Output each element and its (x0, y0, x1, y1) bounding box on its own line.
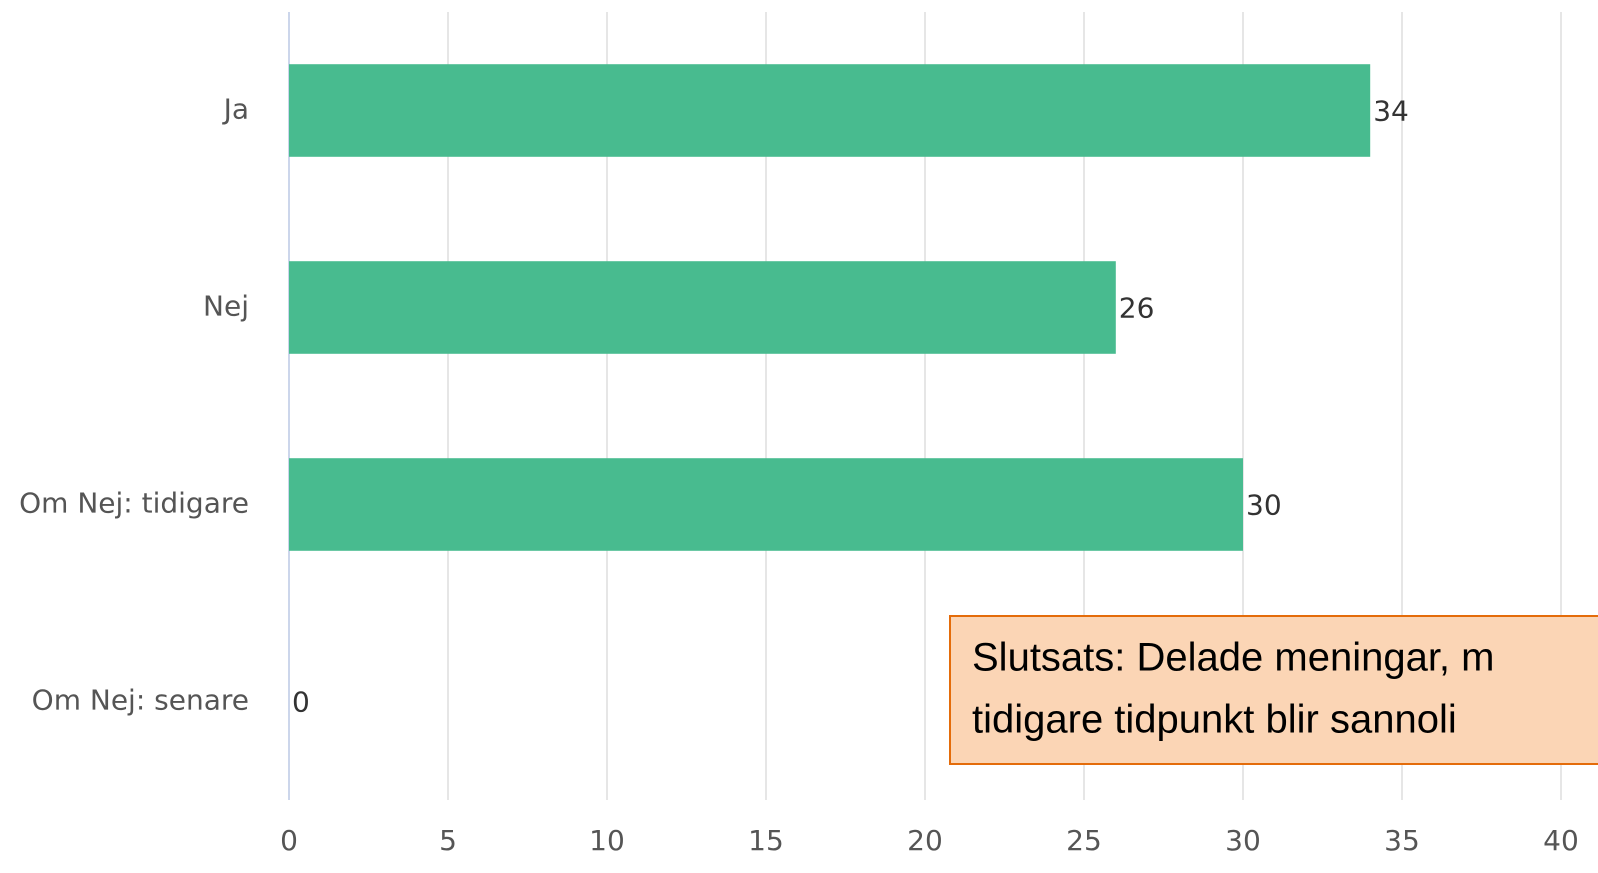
x-tick-label: 40 (1543, 824, 1579, 857)
x-tick-label: 20 (907, 824, 943, 857)
bar (289, 458, 1243, 551)
y-tick-label: Om Nej: tidigare (19, 487, 249, 520)
value-label: 26 (1119, 292, 1155, 325)
annotation-box (949, 615, 1598, 765)
x-tick-label: 25 (1066, 824, 1102, 857)
annotation-text: Slutsats: Delade meningar, m (972, 636, 1494, 680)
x-tick-label: 10 (589, 824, 625, 857)
x-tick-label: 30 (1225, 824, 1261, 857)
value-label: 0 (292, 686, 310, 719)
y-tick-label: Ja (222, 93, 249, 126)
bar (289, 261, 1116, 354)
x-tick-label: 5 (439, 824, 457, 857)
x-tick-label: 15 (748, 824, 784, 857)
value-label: 34 (1373, 95, 1409, 128)
bar (289, 64, 1371, 157)
y-tick-label: Om Nej: senare (32, 684, 249, 717)
x-tick-label: 35 (1384, 824, 1420, 857)
x-tick-label: 0 (280, 824, 298, 857)
value-label: 30 (1246, 489, 1282, 522)
y-tick-label: Nej (203, 290, 249, 323)
annotation-text: tidigare tidpunkt blir sannoli (972, 698, 1457, 742)
